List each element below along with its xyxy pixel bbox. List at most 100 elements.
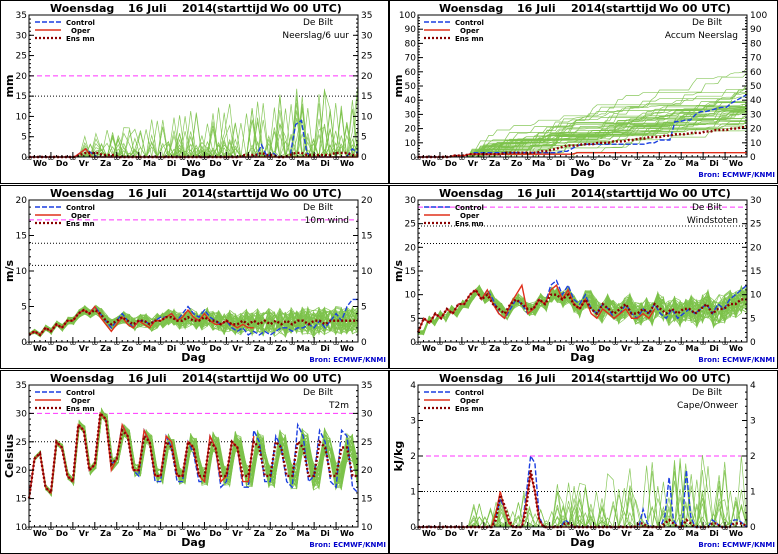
y-tick-label-left: 10 — [405, 291, 417, 301]
x-axis-label: Dag — [570, 536, 594, 549]
y-tick-label-right: 30 — [750, 196, 762, 206]
control-line — [418, 453, 748, 528]
midnight-marker: ∞ — [502, 154, 510, 164]
title-date: 16 Juli — [517, 372, 556, 385]
midnight-marker: ∞ — [157, 154, 165, 164]
y-tick-label-right: 0 — [361, 338, 367, 348]
chart-svg: Woensdag 16 Juli 2014 (starttijd Wo 00 UTC) 1… — [0, 370, 389, 554]
y-tick-label-right: 15 — [750, 267, 761, 277]
x-tick-label-day: Za — [643, 159, 654, 168]
x-tick-label-day: Zo — [511, 159, 523, 168]
x-tick-label-day: Za — [254, 159, 265, 168]
station-name: De Bilt — [303, 18, 334, 28]
midnight-marker: ∞ — [612, 339, 620, 349]
midnight-marker: ∞ — [458, 154, 466, 164]
legend-control-label: Control — [455, 19, 484, 27]
y-tick-label-left: 5 — [410, 314, 416, 324]
y-tick-label-left: 35 — [16, 11, 27, 21]
y-tick-label-right: 4 — [750, 381, 756, 391]
y-tick-label-right: 30 — [361, 31, 373, 41]
y-tick-label-left: 25 — [405, 220, 416, 230]
y-tick-label-left: 1 — [410, 488, 416, 498]
y-tick-label-left: 2 — [410, 452, 416, 462]
variable-name: T2m — [328, 401, 349, 411]
legend-oper-label: Oper — [460, 27, 480, 35]
midnight-marker: ∞ — [25, 154, 33, 164]
midnight-marker: ∞ — [480, 524, 488, 534]
midnight-marker: ∞ — [113, 339, 121, 349]
y-tick-label-right: 0 — [750, 338, 756, 348]
midnight-marker: ∞ — [91, 524, 99, 534]
x-tick-label-day: Ma — [296, 344, 309, 353]
x-tick-label-day: Ma — [685, 344, 698, 353]
station-name: De Bilt — [692, 388, 723, 398]
y-tick-label-left: 3 — [410, 417, 416, 427]
midnight-marker: ∞ — [332, 154, 340, 164]
midnight-marker: ∞ — [288, 524, 296, 534]
midnight-marker: ∞ — [25, 524, 33, 534]
x-tick-label-day: Do — [445, 529, 458, 538]
variable-name: 10m wind — [305, 216, 349, 226]
y-tick-label-left: 70 — [405, 54, 417, 64]
midnight-marker: ∞ — [201, 154, 209, 164]
midnight-marker: ∞ — [546, 154, 554, 164]
y-tick-label-right: 10 — [750, 139, 762, 149]
y-tick-label-right: 15 — [361, 232, 372, 242]
y-tick-label-left: 30 — [16, 31, 28, 41]
midnight-marker: ∞ — [288, 339, 296, 349]
x-tick-label-day: Wo — [422, 159, 437, 168]
legend-control-label: Control — [66, 19, 95, 27]
x-tick-label-day: Wo — [186, 159, 201, 168]
midnight-marker: ∞ — [245, 524, 253, 534]
x-tick-label-day: Di — [709, 159, 719, 168]
midnight-marker: ∞ — [656, 524, 664, 534]
x-tick-label-day: Za — [254, 344, 265, 353]
midnight-marker: ∞ — [480, 339, 488, 349]
oper-line — [418, 152, 747, 158]
x-tick-label-day: Wo — [575, 159, 590, 168]
midnight-marker: ∞ — [436, 154, 444, 164]
y-axis-label: m/s — [392, 260, 405, 282]
title-weekday: Woensdag — [50, 2, 114, 15]
y-tick-label-left: 40 — [405, 96, 417, 106]
legend-oper-label: Oper — [71, 212, 91, 220]
x-tick-label-day: Za — [254, 529, 265, 538]
legend-ensmean-label: Ens mn — [66, 405, 95, 413]
y-tick-label-left: 0 — [21, 153, 27, 163]
y-tick-label-right: 35 — [361, 11, 372, 21]
y-axis-label: Celsius — [3, 434, 16, 478]
title-start: (starttijd — [212, 2, 268, 15]
midnight-marker: ∞ — [458, 339, 466, 349]
midnight-marker: ∞ — [179, 524, 187, 534]
y-tick-label-right: 40 — [750, 96, 762, 106]
source-credit: Bron: ECMWF/KNMI — [698, 171, 775, 179]
midnight-marker: ∞ — [47, 339, 55, 349]
x-tick-label-day: Vr — [232, 529, 242, 538]
x-tick-label-day: Di — [556, 344, 566, 353]
x-tick-label-day: Di — [320, 159, 330, 168]
x-tick-label-day: Zo — [122, 159, 134, 168]
title-start-time: Wo 00 UTC) — [270, 187, 342, 200]
y-tick-label-right: 0 — [750, 523, 756, 533]
x-tick-label-day: Za — [489, 529, 500, 538]
chart-title: Woensdag 16 Juli 2014 (starttijd Wo 00 UTC) — [439, 372, 731, 385]
legend-control-label: Control — [66, 204, 95, 212]
y-tick-label-left: 80 — [405, 39, 417, 49]
x-tick-label-day: Di — [167, 159, 177, 168]
x-tick-label-day: Vr — [621, 159, 631, 168]
x-tick-label-day: Vr — [468, 159, 478, 168]
chart-svg: Woensdag 16 Juli 2014 (starttijd Wo 00 UTC) 0… — [0, 185, 389, 369]
y-tick-label-right: 15 — [361, 92, 372, 102]
y-tick-label-right: 20 — [750, 243, 762, 253]
y-tick-label-right: 1 — [750, 488, 756, 498]
y-tick-label-right: 15 — [361, 495, 372, 505]
title-year: 2014 — [182, 187, 213, 200]
midnight-marker: ∞ — [332, 339, 340, 349]
midnight-marker: ∞ — [47, 524, 55, 534]
midnight-marker: ∞ — [113, 154, 121, 164]
x-tick-label-day: Vr — [232, 159, 242, 168]
midnight-marker: ∞ — [480, 154, 488, 164]
x-tick-label-day: Ma — [532, 344, 545, 353]
x-tick-label-day: Za — [489, 159, 500, 168]
